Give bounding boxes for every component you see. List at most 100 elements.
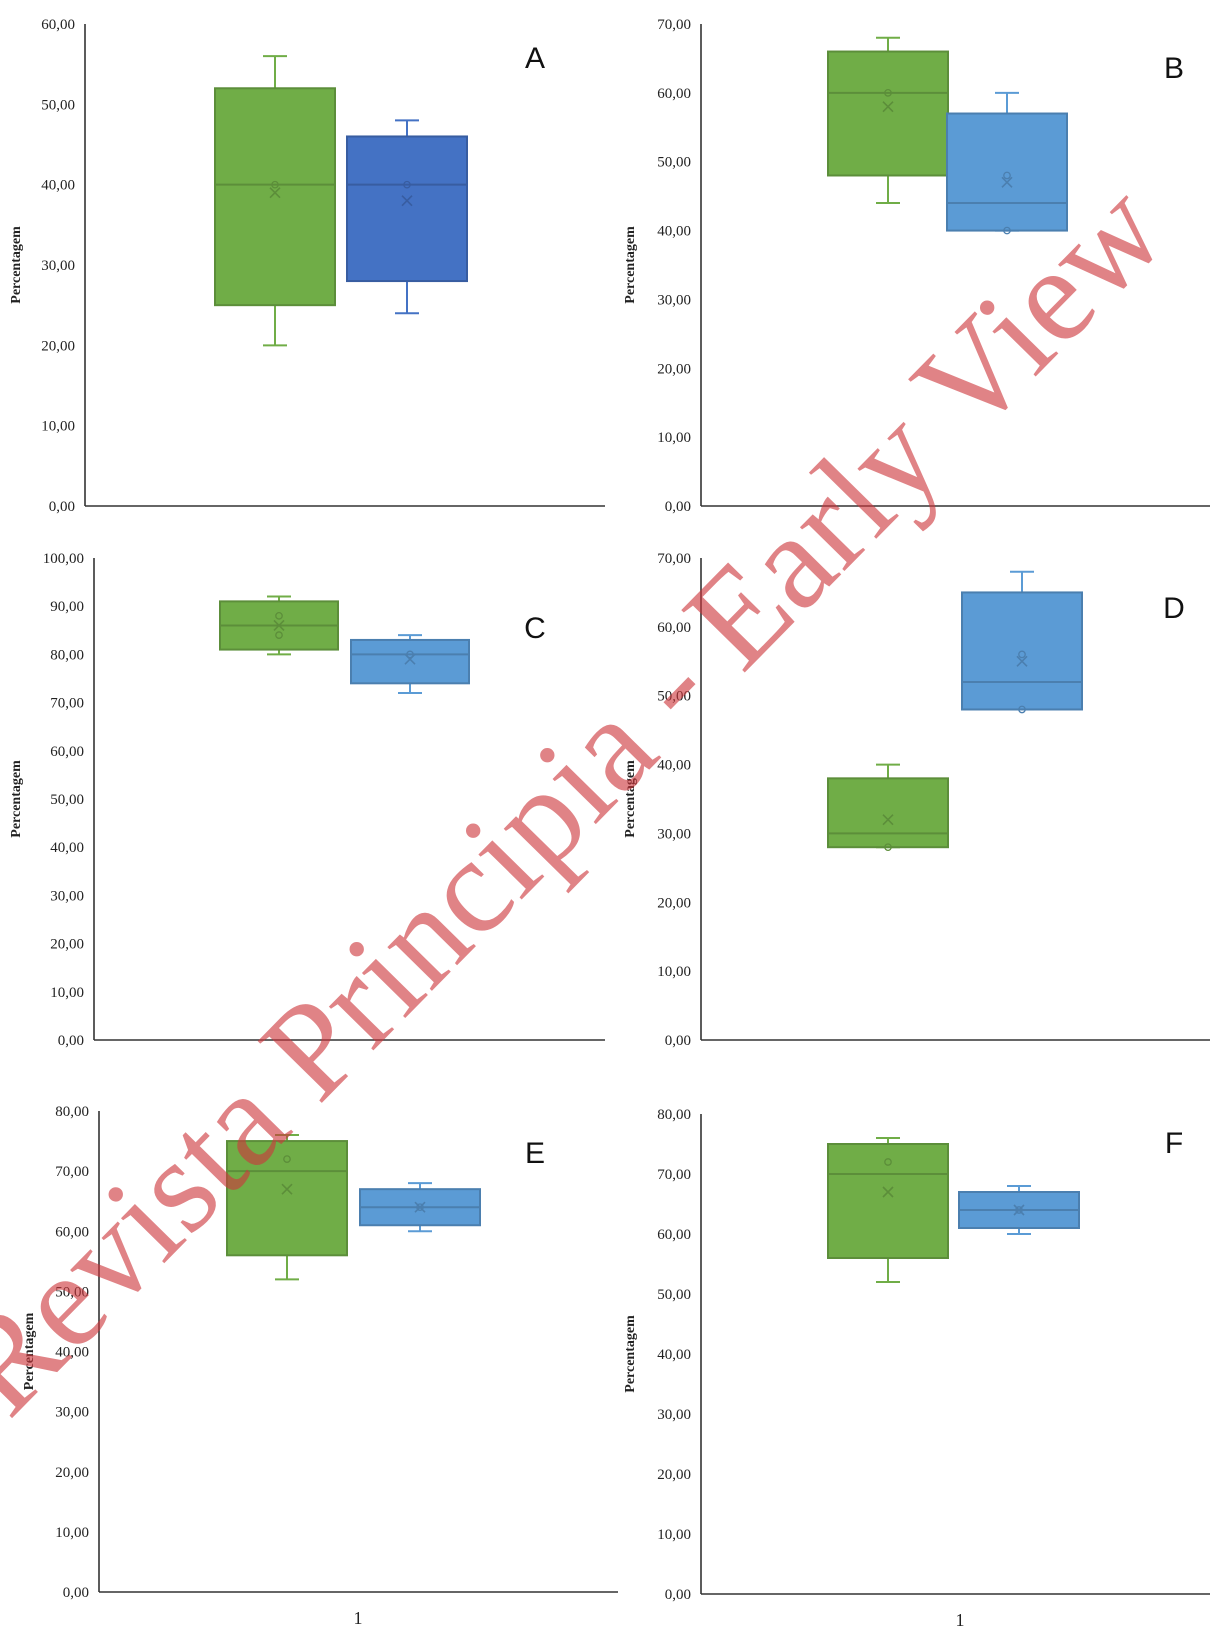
- panel-label: A: [525, 42, 545, 75]
- y-tick-label: 30,00: [50, 888, 84, 904]
- y-tick-label: 20,00: [657, 361, 691, 377]
- y-axis-label: Percentagem: [623, 1315, 638, 1393]
- y-tick-label: 0,00: [58, 1033, 84, 1049]
- y-tick-label: 90,00: [50, 599, 84, 615]
- y-tick-label: 50,00: [657, 689, 691, 705]
- panel-d: 0,00 10,00 20,00 30,00 40,00 50,00 60,00 70,00 P…: [623, 551, 1210, 1049]
- y-tick-label: 50,00: [41, 97, 75, 113]
- y-tick-label: 80,00: [55, 1104, 89, 1120]
- y-tick-label: 70,00: [657, 1167, 691, 1183]
- y-tick-label: 0,00: [63, 1585, 89, 1601]
- y-tick-label: 70,00: [657, 551, 691, 567]
- box-iqr: [827, 50, 949, 177]
- box-iqr: [827, 777, 949, 849]
- y-tick-label: 50,00: [50, 792, 84, 808]
- y-tick-label: 10,00: [657, 430, 691, 446]
- mean-marker: [269, 187, 281, 199]
- y-tick-label: 60,00: [55, 1224, 89, 1240]
- y-tick-label: 30,00: [55, 1405, 89, 1421]
- data-point: [283, 1155, 291, 1163]
- y-tick-label: 40,00: [41, 178, 75, 194]
- panel-label: F: [1165, 1127, 1183, 1160]
- data-point: [1003, 171, 1011, 180]
- mean-marker: [882, 814, 894, 826]
- y-tick-label: 50,00: [657, 155, 691, 171]
- y-tick-label: 10,00: [55, 1525, 89, 1541]
- y-tick-label: 70,00: [657, 17, 691, 33]
- data-point: [1003, 226, 1011, 235]
- panel-a: 0,00 10,00 20,00 30,00 40,00 50,00 60,00 Percen…: [9, 17, 605, 515]
- y-axis-label: Percentagem: [623, 226, 638, 304]
- box-iqr: [827, 1143, 949, 1259]
- y-tick-label: 30,00: [657, 292, 691, 308]
- y-tick-label: 100,00: [43, 551, 84, 567]
- y-tick-label: 10,00: [50, 985, 84, 1001]
- y-tick-label: 40,00: [55, 1345, 89, 1361]
- y-tick-label: 60,00: [657, 620, 691, 636]
- y-tick-label: 40,00: [657, 758, 691, 774]
- watermark: Revista Principia - Early View: [0, 154, 1193, 1442]
- box-series-2: [958, 1185, 1080, 1235]
- mean-marker: [1013, 1204, 1025, 1216]
- y-axis-label: Percentagem: [9, 226, 24, 304]
- y-tick-label: 30,00: [41, 258, 75, 274]
- box-iqr: [214, 87, 336, 307]
- box-series-2: [961, 570, 1083, 714]
- data-point: [406, 650, 414, 659]
- data-point: [416, 1203, 424, 1212]
- box-series-1: [226, 1134, 348, 1281]
- y-tick-label: 10,00: [41, 419, 75, 435]
- data-point: [403, 180, 411, 189]
- panel-e: 0,00 10,00 20,00 30,00 40,00 50,00 60,00 70,00 8…: [22, 1104, 618, 1628]
- panel-f: 0,00 10,00 20,00 30,00 40,00 50,00 60,00 70,00 8…: [623, 1107, 1210, 1630]
- box-iqr: [350, 638, 470, 685]
- panel-label: E: [525, 1137, 545, 1170]
- data-point: [884, 89, 892, 97]
- data-point: [884, 1158, 892, 1166]
- y-tick-label: 0,00: [665, 499, 691, 515]
- box-iqr: [226, 1140, 348, 1257]
- data-point: [1018, 705, 1026, 714]
- panel-label: D: [1163, 592, 1185, 625]
- y-tick-label: 80,00: [657, 1107, 691, 1123]
- box-series-2: [346, 119, 468, 315]
- y-tick-label: 40,00: [657, 224, 691, 240]
- panel-c: 0,00 10,00 20,00 30,00 40,00 50,00 60,00 70,00 8…: [9, 551, 605, 1049]
- y-axis-label: Percentagem: [623, 760, 638, 838]
- panel-label: C: [524, 612, 546, 645]
- y-tick-label: 40,00: [50, 840, 84, 856]
- box-series-2: [359, 1182, 481, 1233]
- y-tick-label: 30,00: [657, 826, 691, 842]
- y-tick-label: 0,00: [49, 499, 75, 515]
- box-iqr: [961, 591, 1083, 711]
- box-series-1: [827, 1137, 949, 1283]
- data-point: [271, 180, 279, 189]
- mean-marker: [281, 1183, 293, 1195]
- y-tick-label: 80,00: [50, 647, 84, 663]
- data-point: [275, 611, 283, 620]
- mean-marker: [882, 101, 894, 113]
- mean-marker: [404, 653, 416, 665]
- data-point: [1018, 650, 1026, 659]
- data-point: [1015, 1206, 1023, 1214]
- y-tick-label: 40,00: [657, 1347, 691, 1363]
- panel-label: B: [1164, 52, 1184, 85]
- y-tick-label: 60,00: [657, 86, 691, 102]
- box-series-1: [214, 55, 336, 347]
- y-tick-label: 20,00: [50, 937, 84, 953]
- y-tick-label: 70,00: [55, 1164, 89, 1180]
- data-point: [275, 631, 283, 639]
- y-tick-label: 20,00: [657, 895, 691, 911]
- y-tick-label: 50,00: [55, 1284, 89, 1300]
- y-tick-label: 60,00: [50, 744, 84, 760]
- y-tick-label: 10,00: [657, 1527, 691, 1543]
- y-tick-label: 20,00: [657, 1467, 691, 1483]
- x-tick-label: 1: [956, 1610, 965, 1630]
- mean-marker: [401, 195, 413, 207]
- mean-marker: [273, 619, 285, 632]
- y-tick-label: 60,00: [41, 17, 75, 33]
- y-tick-label: 50,00: [657, 1287, 691, 1303]
- data-point: [884, 843, 892, 852]
- mean-marker: [1001, 176, 1013, 188]
